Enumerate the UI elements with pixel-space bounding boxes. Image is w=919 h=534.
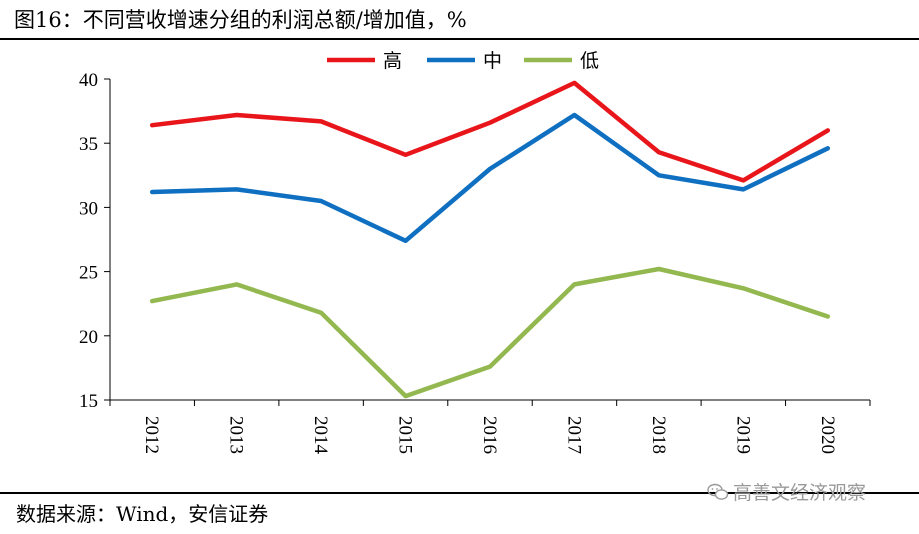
x-tick-label: 2015: [395, 416, 416, 454]
line-chart: 高 中 低 15 20 25 30 35 40 2012 2013 2014 2015 2016 2017…: [79, 50, 871, 455]
watermark-text: 高善文经济观察: [733, 482, 867, 504]
legend: 高中低: [327, 50, 599, 72]
y-tick-label: 20: [79, 327, 98, 348]
y-tick-label: 40: [79, 70, 98, 91]
x-tick-label: 2019: [732, 416, 753, 454]
x-tick-label: 2018: [648, 416, 669, 454]
wechat-icon: [707, 483, 729, 500]
title-rule: [0, 38, 919, 40]
y-tick-label: 25: [79, 263, 98, 284]
x-tick-label: 2017: [563, 416, 584, 454]
x-tick-label: 2013: [226, 416, 247, 454]
source-note: 数据来源：Wind，安信证券: [16, 502, 269, 526]
axes: 15 20 25 30 35 40 2012 2013 2014 2015 2016 2017 2018…: [79, 70, 871, 455]
series-lines: [149, 80, 831, 399]
y-tick-label: 30: [79, 198, 98, 219]
y-tick-label: 15: [79, 391, 98, 412]
figure-title: 图16：不同营收增速分组的利润总额/增加值，%: [14, 8, 467, 32]
series-line-3: [149, 266, 831, 399]
y-tick-label: 35: [79, 134, 98, 155]
legend-label: 中: [483, 50, 502, 72]
x-tick-label: 2020: [817, 416, 838, 454]
legend-label: 高: [383, 50, 402, 72]
watermark: 高善文经济观察: [707, 478, 866, 505]
series-line-2: [149, 112, 831, 244]
x-tick-label: 2016: [479, 416, 500, 454]
x-tick-label: 2014: [310, 416, 331, 455]
source-rule: [0, 492, 919, 494]
legend-label: 低: [580, 50, 599, 72]
series-line-1: [149, 80, 831, 183]
x-tick-label: 2012: [141, 416, 162, 454]
